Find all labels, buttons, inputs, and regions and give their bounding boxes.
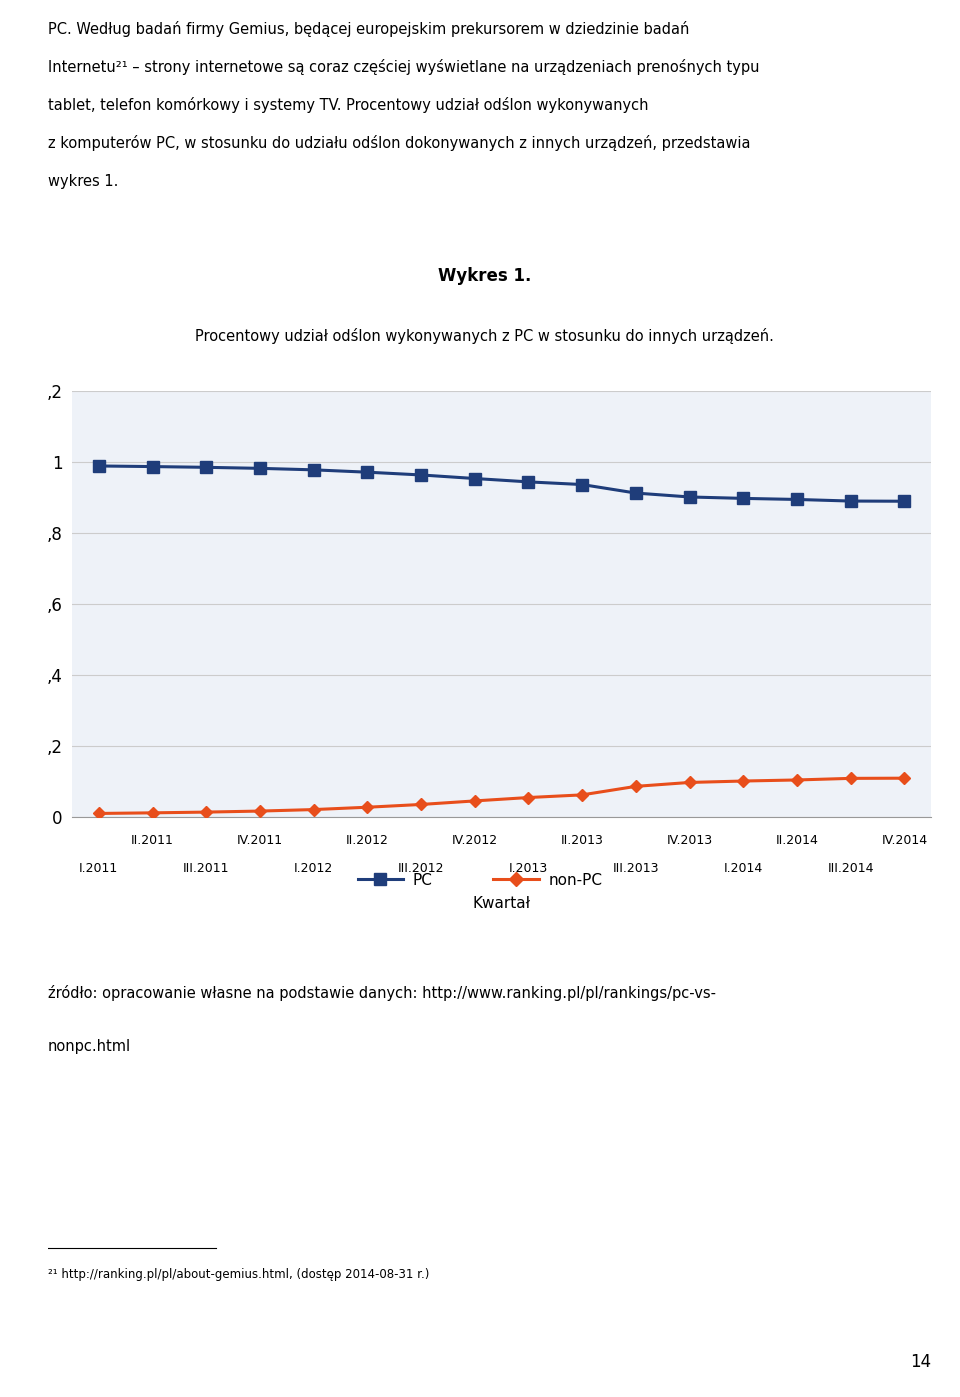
non-PC: [93, 805, 105, 821]
non-PC: [362, 799, 373, 816]
non-PC: [254, 803, 266, 820]
PC: [576, 476, 588, 493]
PC: [522, 474, 534, 490]
Text: Internetu²¹ – strony internetowe są coraz częściej wyświetlane na urządzeniach p: Internetu²¹ – strony internetowe są cora…: [48, 59, 759, 75]
Text: IV.2013: IV.2013: [666, 834, 712, 848]
Text: I.2012: I.2012: [294, 862, 333, 875]
PC: [845, 493, 856, 510]
Text: Wykres 1.: Wykres 1.: [438, 267, 532, 285]
PC: [630, 485, 641, 502]
Text: IV.2014: IV.2014: [881, 834, 927, 848]
Text: I.2014: I.2014: [724, 862, 763, 875]
PC: [791, 492, 803, 509]
Text: III.2014: III.2014: [828, 862, 874, 875]
non-PC: [737, 773, 749, 789]
non-PC: [630, 778, 641, 795]
non-PC: [147, 805, 158, 821]
Text: tablet, telefon komórkowy i systemy TV. Procentowy udział odślon wykonywanych: tablet, telefon komórkowy i systemy TV. …: [48, 98, 649, 113]
non-PC: [469, 792, 481, 809]
non-PC: [201, 803, 212, 820]
PC: [308, 461, 320, 478]
Legend: PC, non-PC: PC, non-PC: [351, 866, 609, 894]
PC: [254, 460, 266, 476]
PC: [93, 458, 105, 475]
PC: [147, 458, 158, 475]
Text: PC. Według badań firmy Gemius, będącej europejskim prekursorem w dziedzinie bada: PC. Według badań firmy Gemius, będącej e…: [48, 21, 689, 36]
Text: źródło: opracowanie własne na podstawie danych: http://www.ranking.pl/pl/ranking: źródło: opracowanie własne na podstawie …: [48, 985, 716, 1000]
PC: [899, 493, 910, 510]
Text: Procentowy udział odślon wykonywanych z PC w stosunku do innych urządzeń.: Procentowy udział odślon wykonywanych z …: [196, 327, 774, 344]
PC: [684, 489, 695, 506]
Text: Kwartał: Kwartał: [472, 895, 531, 911]
Text: z komputerów PC, w stosunku do udziału odślon dokonywanych z innych urządzeń, pr: z komputerów PC, w stosunku do udziału o…: [48, 136, 751, 151]
Text: III.2011: III.2011: [183, 862, 229, 875]
Text: ²¹ http://ranking.pl/pl/about-gemius.html, (dostęp 2014-08-31 r.): ²¹ http://ranking.pl/pl/about-gemius.htm…: [48, 1268, 429, 1281]
Line: PC: PC: [93, 461, 910, 507]
Text: II.2012: II.2012: [346, 834, 389, 848]
non-PC: [899, 770, 910, 787]
non-PC: [791, 771, 803, 788]
PC: [416, 467, 427, 483]
Text: I.2011: I.2011: [80, 862, 118, 875]
non-PC: [416, 796, 427, 813]
PC: [737, 490, 749, 507]
Text: I.2013: I.2013: [509, 862, 548, 875]
non-PC: [684, 774, 695, 791]
Text: II.2011: II.2011: [132, 834, 174, 848]
Text: nonpc.html: nonpc.html: [48, 1039, 132, 1053]
non-PC: [845, 770, 856, 787]
Text: wykres 1.: wykres 1.: [48, 173, 118, 189]
Text: IV.2012: IV.2012: [452, 834, 498, 848]
Text: 14: 14: [910, 1354, 931, 1370]
PC: [362, 464, 373, 481]
PC: [469, 471, 481, 488]
Line: non-PC: non-PC: [95, 774, 908, 817]
non-PC: [308, 802, 320, 819]
Text: II.2014: II.2014: [776, 834, 818, 848]
Text: II.2013: II.2013: [561, 834, 604, 848]
Text: III.2012: III.2012: [397, 862, 444, 875]
Text: III.2013: III.2013: [612, 862, 660, 875]
PC: [201, 460, 212, 476]
Text: IV.2011: IV.2011: [237, 834, 283, 848]
non-PC: [522, 789, 534, 806]
non-PC: [576, 787, 588, 803]
